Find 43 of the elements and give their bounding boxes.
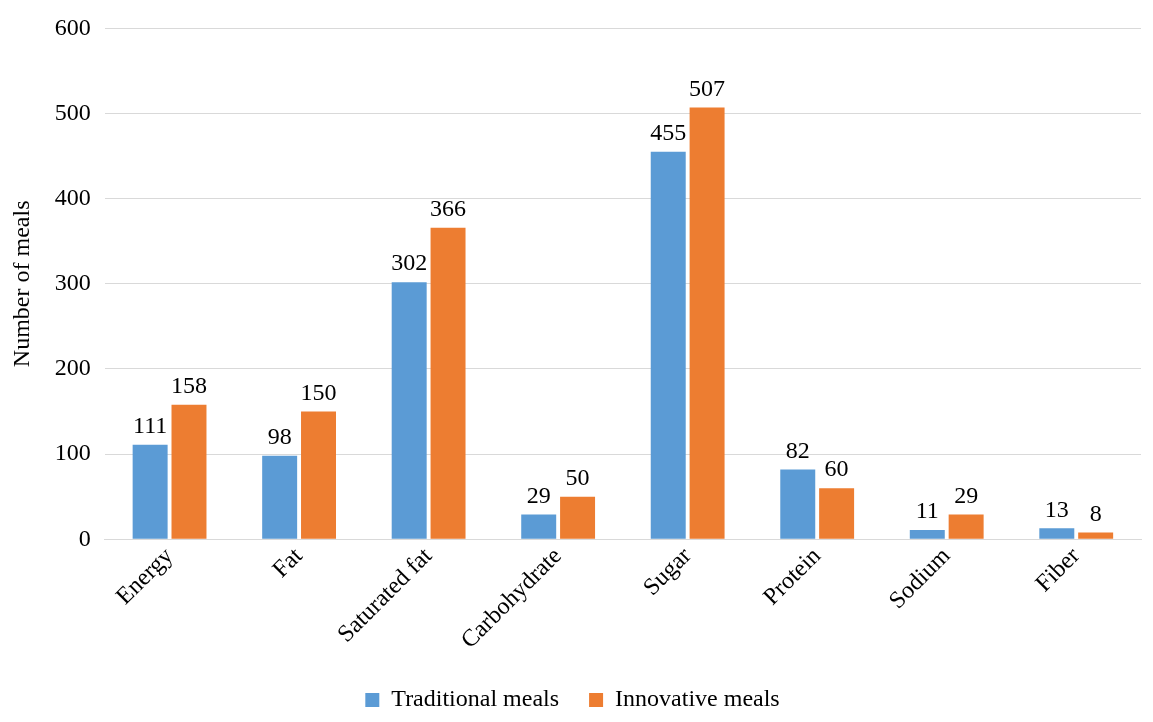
data-label: 507 <box>689 74 726 101</box>
bar <box>689 107 725 539</box>
data-label: 302 <box>391 249 428 276</box>
bar <box>780 469 816 539</box>
data-label: 29 <box>526 481 551 508</box>
data-label: 158 <box>170 372 207 399</box>
y-tick-label: 600 <box>54 13 91 40</box>
y-tick-label: 100 <box>54 439 91 466</box>
data-label: 366 <box>430 194 467 221</box>
bar <box>521 514 557 539</box>
bar <box>948 514 984 539</box>
bar <box>1078 532 1114 539</box>
bar <box>132 444 168 539</box>
bar <box>430 227 466 539</box>
x-tick-label: Fat <box>267 541 308 583</box>
data-label: 13 <box>1044 495 1069 522</box>
y-tick-label: 300 <box>54 269 91 296</box>
bar <box>1039 528 1075 539</box>
bar <box>560 496 596 539</box>
bar <box>391 282 427 539</box>
bar <box>262 455 298 539</box>
data-label: 50 <box>565 464 590 490</box>
data-label: 29 <box>954 481 979 508</box>
bar <box>171 404 207 539</box>
data-label: 455 <box>650 119 687 146</box>
bar <box>909 529 945 539</box>
y-tick-label: 0 <box>78 524 91 551</box>
data-label: 150 <box>300 378 337 405</box>
data-label: 60 <box>824 455 849 482</box>
data-label: 82 <box>785 436 810 463</box>
y-axis-title: Number of meals <box>7 200 34 368</box>
data-label: 8 <box>1089 499 1102 526</box>
data-label: 98 <box>267 423 292 450</box>
bar <box>819 488 855 539</box>
data-label: 11 <box>915 497 939 524</box>
legend-label: Traditional meals <box>391 685 560 712</box>
y-tick-label: 500 <box>54 98 91 125</box>
data-label: 111 <box>133 412 168 439</box>
bar <box>301 411 336 539</box>
y-tick-label: 200 <box>54 354 91 381</box>
y-tick-label: 400 <box>54 183 91 210</box>
legend-label: Innovative meals <box>615 685 780 712</box>
bar <box>650 151 686 539</box>
